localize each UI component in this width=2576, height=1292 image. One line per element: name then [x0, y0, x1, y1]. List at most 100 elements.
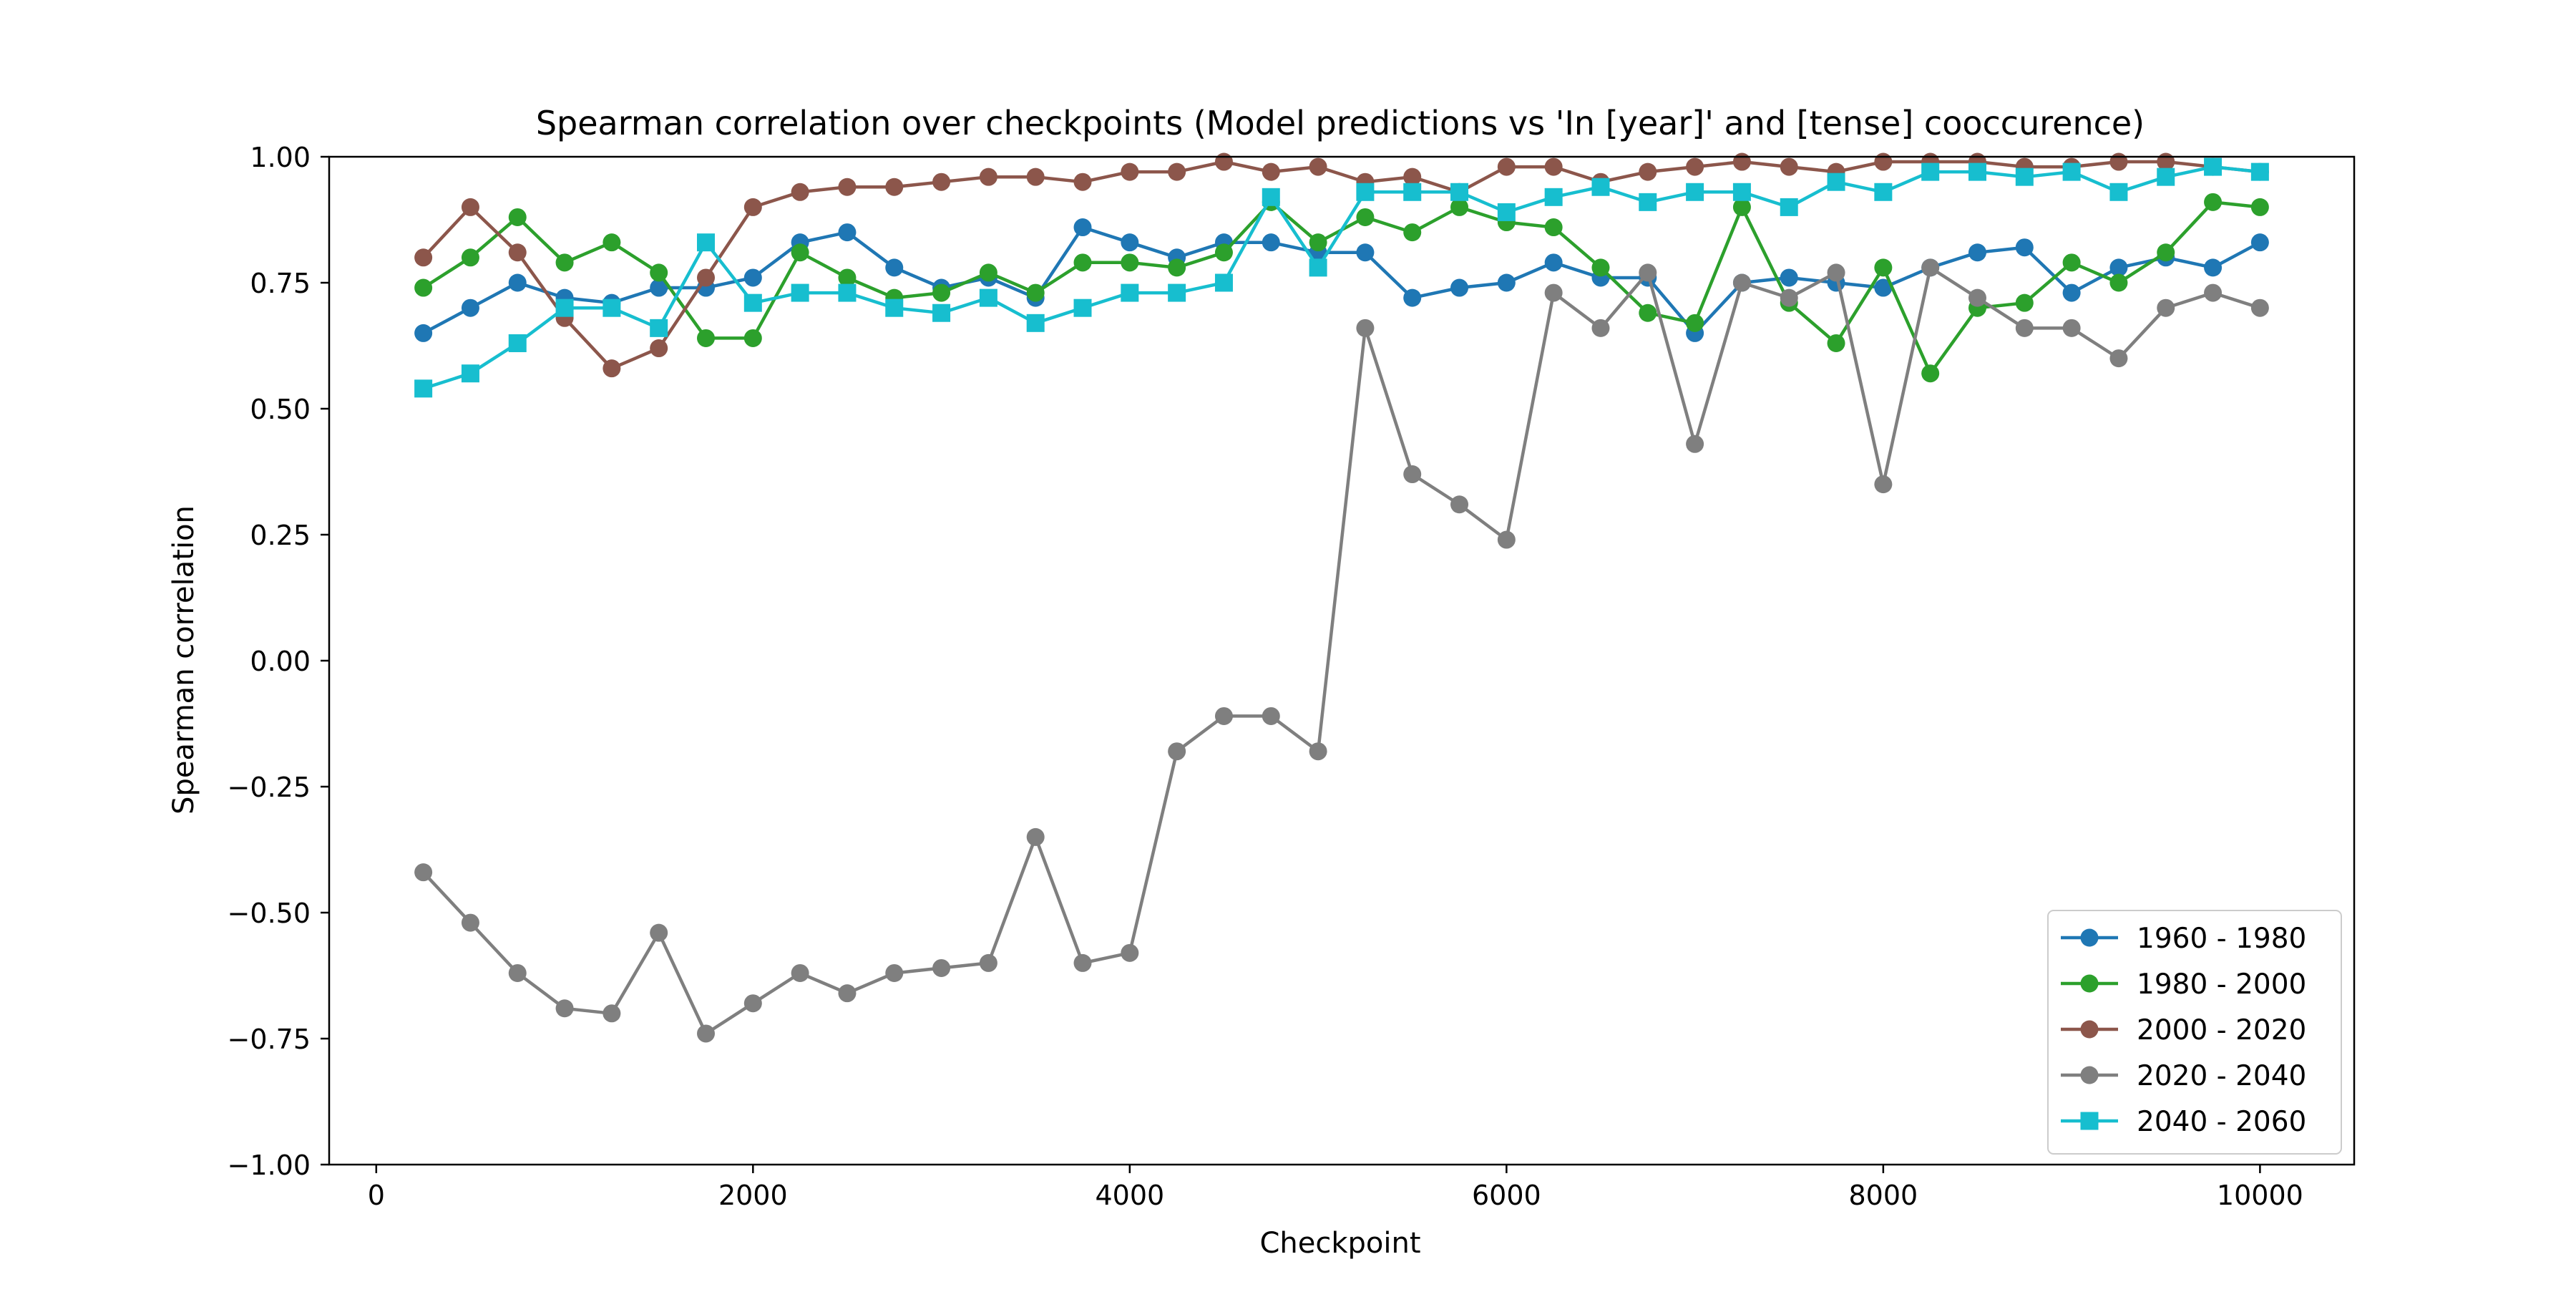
data-point [1356, 208, 1375, 226]
data-point [1026, 167, 1045, 186]
data-point [2250, 233, 2269, 252]
data-point [2015, 238, 2034, 257]
data-point [1309, 258, 1327, 277]
data-point [1262, 188, 1280, 206]
y-tick-label: −0.75 [228, 1024, 311, 1055]
legend-marker [2080, 1112, 2099, 1130]
legend-label: 1960 - 1980 [2137, 923, 2306, 955]
data-point [1121, 162, 1139, 181]
data-point [1121, 943, 1139, 962]
data-point [1874, 278, 1893, 297]
data-point [1309, 742, 1327, 761]
data-point [791, 243, 809, 262]
data-point [1827, 173, 1845, 191]
data-point [2062, 253, 2081, 272]
data-point [414, 324, 433, 342]
data-point [743, 293, 762, 312]
data-point [602, 298, 621, 317]
legend-item: 1980 - 2000 [2061, 968, 2306, 1001]
data-point [650, 278, 668, 297]
data-point [1780, 157, 1798, 176]
data-point [2109, 273, 2128, 292]
data-point [1450, 495, 1469, 514]
data-point [1686, 434, 1704, 453]
legend-marker [2080, 1020, 2099, 1039]
data-point [932, 958, 951, 977]
data-point [461, 364, 479, 383]
data-point [650, 923, 668, 942]
data-point [838, 283, 857, 302]
data-point [555, 253, 574, 272]
y-tick-label: 0.75 [250, 268, 311, 299]
data-point [2204, 258, 2223, 277]
y-tick-label: −0.25 [228, 772, 311, 803]
data-point [979, 288, 997, 307]
data-point [1073, 173, 1092, 191]
series-4 [414, 258, 2269, 1043]
data-point [2250, 162, 2269, 181]
legend-box [2047, 910, 2342, 1155]
data-point [602, 1004, 621, 1023]
data-point [1780, 268, 1798, 287]
data-point [461, 913, 479, 932]
data-point [885, 963, 904, 982]
x-tick-label: 2000 [718, 1180, 788, 1211]
data-point [1309, 233, 1327, 252]
data-point [461, 298, 479, 317]
data-point [414, 278, 433, 297]
data-point [2204, 283, 2223, 302]
data-point [650, 339, 668, 358]
data-point [838, 984, 857, 1003]
data-point [1686, 183, 1704, 201]
data-point [1214, 706, 1233, 725]
data-point [1827, 334, 1845, 352]
legend-label: 2040 - 2060 [2137, 1106, 2306, 1138]
series-layer [414, 152, 2269, 1043]
data-point [1121, 283, 1139, 302]
data-point [2204, 193, 2223, 211]
data-point [743, 198, 762, 216]
data-point [1639, 303, 1657, 322]
x-tick-label: 0 [368, 1180, 385, 1211]
data-point [1026, 283, 1045, 302]
data-point [979, 167, 997, 186]
y-axis-label: Spearman correlation [167, 505, 200, 815]
data-point [508, 243, 527, 262]
data-point [508, 334, 527, 352]
legend-marker [2080, 974, 2099, 993]
x-tick-label: 10000 [2217, 1180, 2303, 1211]
legend-marker [2080, 928, 2099, 947]
data-point [1968, 288, 1986, 307]
data-point [2062, 319, 2081, 337]
data-point [1591, 178, 1610, 196]
data-point [1168, 162, 1186, 181]
data-point [414, 248, 433, 267]
y-tick-label: 0.25 [250, 520, 311, 551]
data-point [2015, 167, 2034, 186]
legend-item: 2040 - 2060 [2061, 1106, 2306, 1138]
data-point [1073, 218, 1092, 237]
data-point [1403, 465, 1422, 484]
data-point [932, 173, 951, 191]
data-point [1874, 258, 1893, 277]
y-tick-label: 0.50 [250, 394, 311, 425]
legend-item: 2000 - 2020 [2061, 1014, 2306, 1046]
y-tick-label: −1.00 [228, 1150, 311, 1181]
y-tick-label: 1.00 [250, 142, 311, 173]
data-point [1121, 253, 1139, 272]
data-point [1921, 258, 1940, 277]
data-point [2062, 162, 2081, 181]
data-point [414, 863, 433, 882]
data-point [2109, 183, 2128, 201]
data-point [1591, 319, 1610, 337]
data-point [1732, 152, 1751, 171]
data-point [1026, 314, 1045, 332]
data-point [838, 223, 857, 242]
data-point [838, 178, 857, 196]
data-point [1262, 162, 1280, 181]
data-point [2204, 157, 2223, 176]
x-tick-label: 4000 [1095, 1180, 1164, 1211]
data-point [414, 379, 433, 398]
data-point [1968, 243, 1986, 262]
